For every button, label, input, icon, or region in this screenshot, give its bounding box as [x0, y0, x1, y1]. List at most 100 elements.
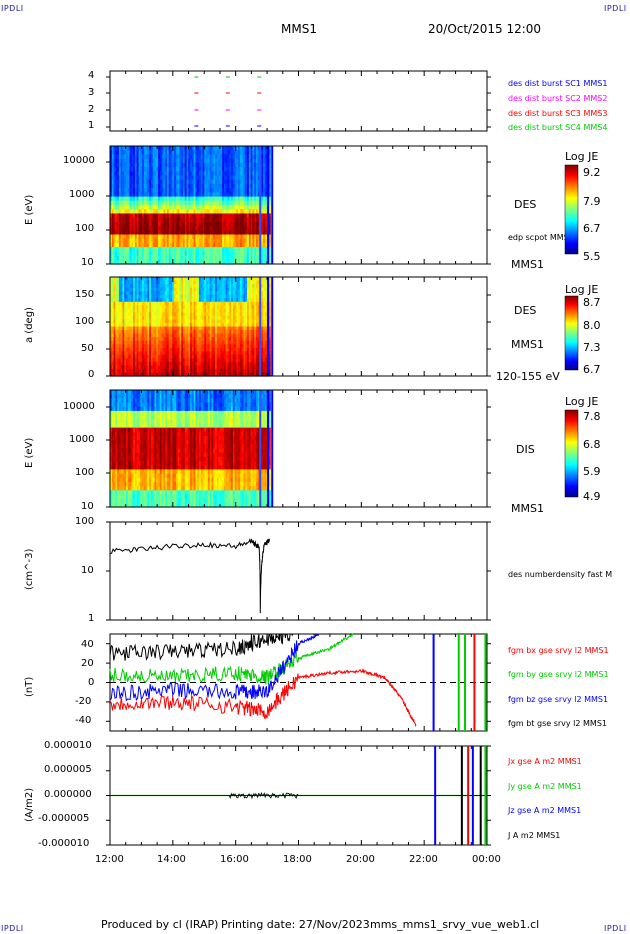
des-energy-cell [115, 162, 118, 168]
des-energy-cell [133, 251, 136, 257]
des-energy-cell [168, 255, 172, 261]
des-energy-cell [142, 238, 145, 244]
des-energy-cell [184, 154, 188, 160]
des-energy-cell [168, 259, 172, 265]
des-energy-cell [179, 251, 182, 257]
des-energy-cell [142, 213, 145, 219]
des-energy-cell [234, 230, 237, 236]
des-energy-cell [227, 200, 230, 206]
des-energy-cell [142, 242, 145, 248]
des-energy-cell [124, 209, 127, 215]
des-energy-cell [140, 175, 143, 181]
des-energy-cell [179, 205, 182, 210]
des-energy-cell [126, 242, 129, 248]
des-energy-cell [115, 247, 118, 252]
des-energy-cell [170, 238, 173, 244]
des-energy-cell [200, 162, 204, 168]
des-energy-cell [127, 150, 131, 156]
des-energy-cell [145, 213, 148, 219]
des-energy-cell [207, 226, 211, 231]
des-energy-cell [161, 171, 165, 177]
des-energy-cell [120, 234, 124, 240]
des-energy-cell [170, 259, 173, 265]
des-energy-cell [188, 171, 191, 177]
des-energy-cell [206, 158, 209, 164]
des-energy-cell [202, 251, 205, 257]
des-energy-cell [154, 247, 157, 252]
des-energy-cell [147, 217, 150, 223]
des-energy-cell [127, 247, 131, 252]
des-energy-cell [120, 175, 124, 181]
des-energy-cell [207, 209, 211, 215]
des-energy-cell [124, 171, 127, 177]
des-energy-cell [154, 188, 157, 193]
des-energy-cell [186, 221, 189, 227]
des-energy-cell [122, 251, 125, 257]
burst-ytick-2: 2 [88, 104, 95, 115]
des-energy-cell [175, 255, 179, 261]
des-energy-cell [225, 209, 229, 215]
des-energy-cell [122, 209, 125, 215]
des-energy-cell [161, 192, 165, 198]
des-energy-cell [168, 146, 172, 151]
des-energy-cell [188, 192, 191, 198]
des-energy-cell [159, 175, 163, 181]
des-energy-cell [161, 230, 165, 236]
des-energy-cell [227, 162, 230, 168]
des-energy-cell [182, 217, 186, 223]
des-energy-cell [218, 234, 221, 240]
des-energy-cell [131, 171, 134, 177]
des-energy-cell [170, 179, 173, 185]
des-energy-cell [111, 167, 115, 172]
des-energy-cell [191, 175, 195, 181]
des-energy-cell [124, 255, 127, 261]
des-energy-cell [181, 205, 184, 210]
des-energy-cell [218, 183, 221, 189]
des-energy-cell [159, 251, 163, 257]
des-energy-cell [152, 171, 156, 177]
des-energy-cell [152, 175, 156, 181]
des-energy-cell [129, 238, 132, 244]
des-energy-cell [111, 238, 115, 244]
des-energy-cell [220, 238, 223, 244]
current-ytick-m10: -0.000010 [38, 838, 90, 849]
des-energy-cell [179, 196, 182, 202]
des-energy-edge [271, 146, 274, 264]
xtick-2000: 20:00 [346, 854, 375, 865]
des-energy-cell [206, 192, 209, 198]
des-energy-cell [122, 171, 125, 177]
des-energy-cell [231, 251, 234, 257]
des-energy-cell [215, 234, 218, 240]
des-energy-cell [216, 171, 220, 177]
des-energy-cell [195, 259, 198, 265]
des-energy-cell [149, 146, 152, 151]
des-energy-cell [122, 247, 125, 252]
des-energy-cell [193, 205, 197, 210]
des-energy-cell [156, 150, 159, 156]
des-energy-cell [225, 247, 229, 252]
burst-ytick-4: 4 [88, 70, 95, 81]
des-energy-cell [190, 167, 193, 172]
des-energy-cell [166, 251, 170, 257]
des-energy-cell [133, 259, 136, 265]
burst-ytick-3: 3 [88, 87, 95, 98]
des-energy-cell [218, 150, 221, 156]
des-energy-cell [213, 209, 216, 215]
des-energy-cell [222, 247, 225, 252]
dis-energy-instrument: DIS [516, 443, 535, 456]
des-energy-cell [200, 158, 204, 164]
des-energy-cell [209, 171, 213, 177]
des-energy-cell [131, 196, 134, 202]
des-energy-cell [202, 150, 205, 156]
des-energy-cell [184, 238, 188, 244]
des-energy-cell [154, 217, 157, 223]
des-energy-cell [113, 171, 116, 177]
des-energy-cell [193, 200, 197, 206]
des-energy-cell [140, 251, 143, 257]
des-energy-cell [158, 188, 161, 193]
des-energy-cell [172, 217, 175, 223]
des-energy-cell [223, 217, 227, 223]
corner-label-top-right: IPDLI [604, 4, 627, 13]
des-pitch-sc: MMS1 [511, 338, 544, 351]
des-energy-cell [118, 183, 122, 189]
